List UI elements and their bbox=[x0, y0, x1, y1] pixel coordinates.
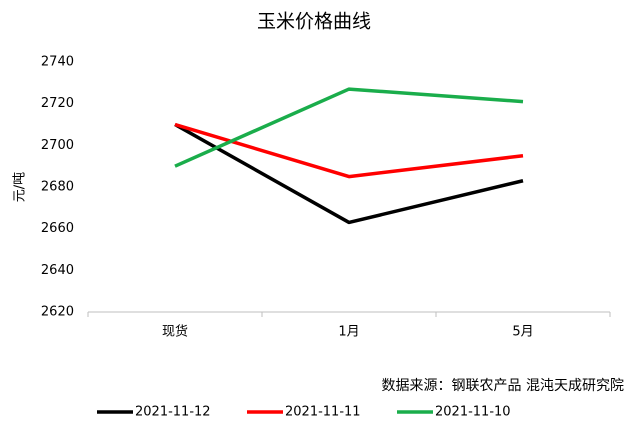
chart-title: 玉米价格曲线 bbox=[257, 11, 371, 33]
x-tick-label: 1月 bbox=[338, 325, 359, 340]
y-tick-label: 2660 bbox=[41, 221, 74, 236]
y-tick-label: 2620 bbox=[41, 305, 74, 320]
legend-label: 2021-11-12 bbox=[135, 405, 211, 420]
y-axis-label: 元/吨 bbox=[13, 172, 28, 202]
y-tick-label: 2720 bbox=[41, 96, 74, 111]
series-line bbox=[174, 122, 524, 179]
series-line bbox=[174, 122, 524, 225]
legend-label: 2021-11-11 bbox=[285, 405, 361, 420]
y-tick-label: 2700 bbox=[41, 138, 74, 153]
y-tick-label: 2640 bbox=[41, 263, 74, 278]
source-note: 数据来源：钢联农产品 混沌天成研究院 bbox=[382, 378, 624, 394]
y-tick-label: 2740 bbox=[41, 55, 74, 70]
legend-label: 2021-11-10 bbox=[435, 405, 511, 420]
x-tick-label: 现货 bbox=[162, 324, 188, 340]
series-line bbox=[174, 87, 524, 168]
x-tick-label: 5月 bbox=[512, 325, 533, 340]
y-tick-label: 2680 bbox=[41, 180, 74, 195]
